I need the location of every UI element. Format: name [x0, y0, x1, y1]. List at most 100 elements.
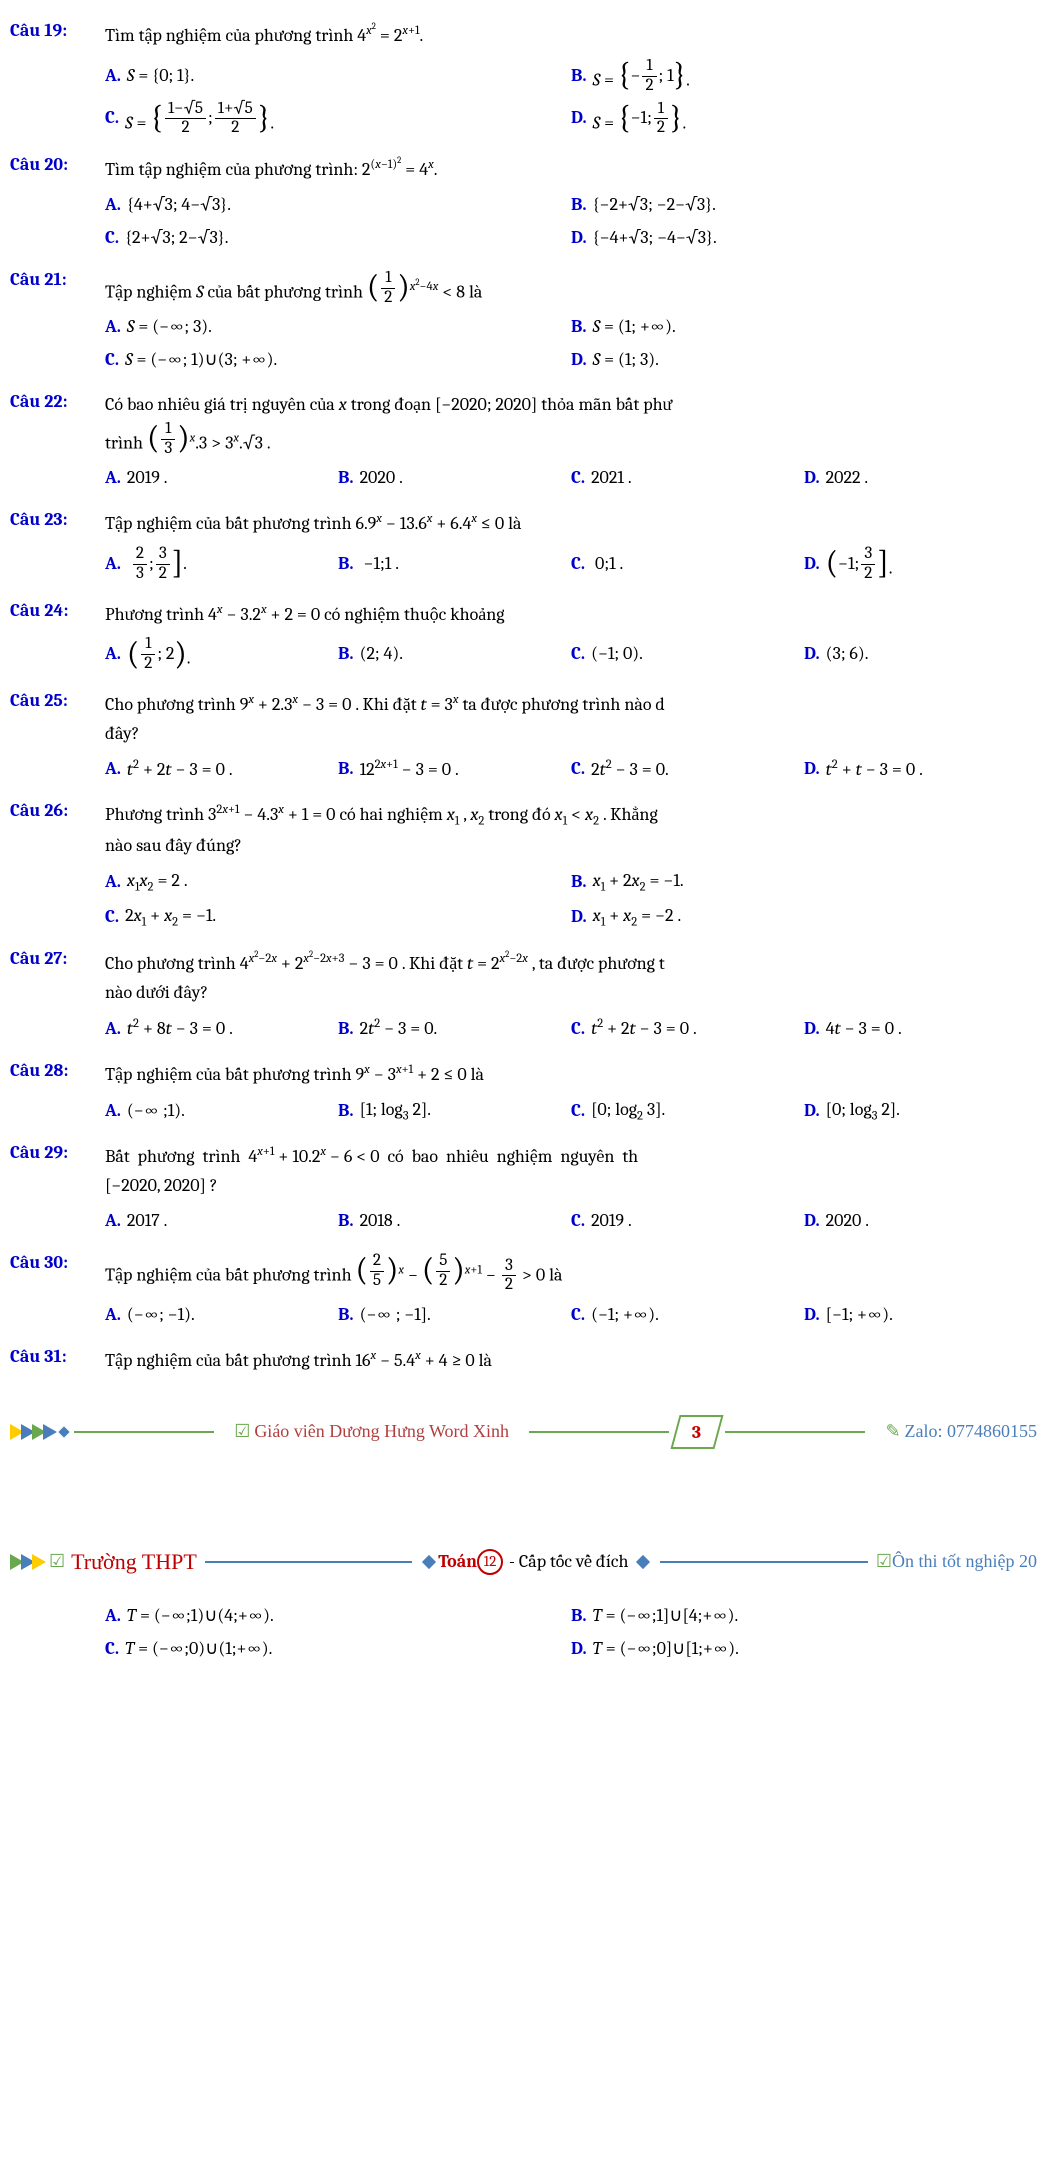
option: D.S = (1; 3).	[571, 346, 1037, 375]
option-letter: D.	[571, 224, 587, 253]
option-letter: C.	[571, 464, 585, 493]
option-text: S = {0; 1}.	[127, 62, 194, 91]
question: Câu 19:Tìm tập nghiệm của phương trình 4…	[10, 20, 1037, 142]
question-label: Câu 23:	[10, 509, 105, 587]
option-letter: A.	[105, 1097, 121, 1126]
question-label: Câu 31:	[10, 1346, 105, 1382]
option-text: S = (−∞; 1)∪(3; +∞).	[125, 346, 277, 375]
question-body: Cho phương trình 4x2−2x + 2x2−2x+3 − 3 =…	[105, 948, 1037, 1048]
question-stem: Tìm tập nghiệm của phương trình: 2(x−1)2…	[105, 154, 1037, 185]
option-text: x1x2 = 2 .	[127, 867, 188, 898]
header-banner: ☑ Trường THPT Toán 12 - Cấp tốc về đích …	[10, 1542, 1037, 1582]
option-letter: D.	[804, 1207, 820, 1236]
question: Câu 30:Tập nghiệm của bất phương trình (…	[10, 1252, 1037, 1334]
options: A.x1x2 = 2 .B.x1 + 2x2 = −1.C.2x1 + x2 =…	[105, 867, 1037, 936]
option-letter: A.	[105, 464, 121, 493]
question-label: Câu 26:	[10, 800, 105, 936]
question-label: Câu 24:	[10, 600, 105, 678]
question-label: Câu 22:	[10, 391, 105, 497]
option: C.S = (−∞; 1)∪(3; +∞).	[105, 346, 571, 375]
question-body: Phương trình 32x+1 − 4.3x + 1 = 0 có hai…	[105, 800, 1037, 936]
option-letter: B.	[571, 62, 587, 91]
option: D.[0; log3 2].	[804, 1096, 1037, 1127]
option-text: 2019 .	[591, 1207, 632, 1236]
question-stem: Phương trình 32x+1 − 4.3x + 1 = 0 có hai…	[105, 800, 1037, 861]
option-letter: D.	[804, 464, 820, 493]
option-letter: D.	[804, 1097, 820, 1126]
option: B.x1 + 2x2 = −1.	[571, 867, 1037, 898]
question-stem: Tập nghiệm của bất phương trình 6.9x − 1…	[105, 509, 1037, 539]
option: B.S = (1; +∞).	[571, 313, 1037, 342]
option-letter: B.	[338, 1015, 354, 1044]
question-label: Câu 19:	[10, 20, 105, 142]
option: D.S = {−1; 12}.	[571, 100, 1037, 139]
options: A. 23; 32].B. −1;1 .C. 0;1 .D.(−1; 32].	[105, 545, 1037, 588]
option: B.S = {−12; 1}.	[571, 57, 1037, 96]
question-body: Tìm tập nghiệm của phương trình 4x2 = 2x…	[105, 20, 1037, 142]
option: B.122x+1 − 3 = 0 .	[338, 755, 571, 785]
question-label: Câu 25:	[10, 690, 105, 788]
option: B.(2; 4).	[338, 635, 571, 674]
option-letter: A.	[105, 1301, 121, 1330]
question-label: Câu 21:	[10, 269, 105, 379]
option-text: x1 + x2 = −2 .	[593, 902, 682, 933]
option-letter: D.	[804, 1015, 820, 1044]
option: D.4t − 3 = 0 .	[804, 1014, 1037, 1044]
option-text: x1 + 2x2 = −1.	[593, 867, 684, 898]
option-letter: D.	[571, 104, 587, 133]
question: Câu 29:Bất phương trình 4x+1 + 10.2x − 6…	[10, 1142, 1037, 1239]
option-text: [0; log3 2].	[826, 1096, 900, 1127]
option-text: (−∞; −1).	[127, 1301, 195, 1330]
subtitle: - Cấp tốc về đích	[509, 1551, 628, 1572]
option: A.2017 .	[105, 1207, 338, 1236]
option-letter: C.	[571, 1207, 585, 1236]
question: Câu 22:Có bao nhiêu giá trị nguyên của x…	[10, 391, 1037, 497]
option-text: 2t2 − 3 = 0.	[360, 1014, 438, 1044]
option-text: {−2+√3; −2−√3}.	[593, 191, 716, 220]
option-text: T = (−∞;1)∪(4;+∞).	[127, 1602, 274, 1631]
option: D.(−1; 32].	[804, 545, 1037, 584]
question-stem: Có bao nhiêu giá trị nguyên của x trong …	[105, 391, 1037, 458]
teacher-name: Giáo viên Dương Hưng Word Xinh	[254, 1421, 509, 1441]
option-text: {−4+√3; −4−√3}.	[593, 224, 717, 253]
options: A.2019 .B.2020 .C.2021 .D.2022 .	[105, 464, 1037, 497]
options: A.(−∞ ;1).B.[1; log3 2].C.[0; log2 3].D.…	[105, 1096, 1037, 1131]
check-icon: ☑	[49, 1551, 65, 1572]
option-letter: A.	[105, 1602, 121, 1631]
option: B.2018 .	[338, 1207, 571, 1236]
option: B.[1; log3 2].	[338, 1096, 571, 1127]
option: C. 0;1 .	[571, 545, 804, 584]
option-text: [0; log2 3].	[591, 1096, 665, 1127]
option-text: T = (−∞;0)∪(1;+∞).	[125, 1635, 272, 1664]
option: C.T = (−∞;0)∪(1;+∞).	[105, 1635, 571, 1664]
option: A.(−∞; −1).	[105, 1301, 338, 1330]
option-text: t2 + t − 3 = 0 .	[826, 755, 923, 785]
option: D.t2 + t − 3 = 0 .	[804, 755, 1037, 785]
document-body: Câu 19:Tìm tập nghiệm của phương trình 4…	[10, 20, 1037, 1382]
option-letter: D.	[804, 1301, 820, 1330]
question-stem: Bất phương trình 4x+1 + 10.2x − 6 < 0 có…	[105, 1142, 1037, 1201]
option: A.2019 .	[105, 464, 338, 493]
question-label: Câu 30:	[10, 1252, 105, 1334]
option-text: 2019 .	[127, 464, 168, 493]
option-letter: C.	[105, 346, 119, 375]
question-body: Tập nghiệm của bất phương trình 9x − 3x+…	[105, 1060, 1037, 1131]
options: A.S = {0; 1}.B.S = {−12; 1}.C.S = {1−√52…	[105, 57, 1037, 142]
option: C.2t2 − 3 = 0.	[571, 755, 804, 785]
option: A.t2 + 2t − 3 = 0 .	[105, 755, 338, 785]
question: Câu 20:Tìm tập nghiệm của phương trình: …	[10, 154, 1037, 257]
option-letter: D.	[571, 346, 587, 375]
option-text: 23; 32].	[127, 545, 187, 584]
option-text: (−1; 32].	[826, 545, 893, 584]
question-stem: Tập nghiệm của bất phương trình 9x − 3x+…	[105, 1060, 1037, 1090]
option: A.{4+√3; 4−√3}.	[105, 191, 571, 220]
option-text: (3; 6).	[826, 640, 869, 669]
option: A.S = {0; 1}.	[105, 57, 571, 96]
school-name: Trường THPT	[71, 1549, 197, 1575]
option-text: t2 + 2t − 3 = 0 .	[591, 1014, 697, 1044]
option: D.(3; 6).	[804, 635, 1037, 674]
option-letter: A.	[105, 640, 121, 669]
option-letter: B.	[338, 1097, 354, 1126]
option-letter: B.	[338, 464, 354, 493]
option-letter: C.	[571, 1301, 585, 1330]
